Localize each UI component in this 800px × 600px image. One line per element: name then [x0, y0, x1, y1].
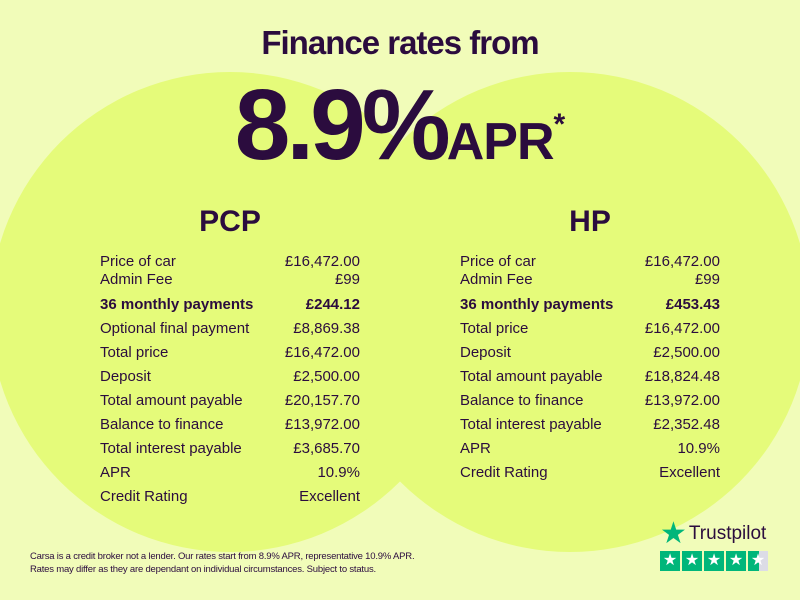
row-value: £2,500.00: [653, 344, 720, 361]
row-value: £16,472.00: [284, 344, 360, 361]
star-icon: ★: [682, 551, 702, 571]
row-label: Admin Fee: [100, 271, 173, 288]
table-row: Deposit £2,500.00: [460, 341, 720, 365]
trustpilot-name: Trustpilot: [688, 523, 767, 544]
trustpilot-badge: ★ Trustpilot ★ ★ ★ ★ ★: [660, 517, 768, 571]
star-icon: ★: [748, 551, 768, 571]
row-value: £2,352.48: [653, 416, 720, 433]
table-row: Total interest payable £3,685.70: [100, 437, 360, 461]
row-value: 10.9%: [677, 440, 720, 457]
row-value: Excellent: [299, 488, 360, 505]
row-label: Total price: [100, 344, 169, 361]
disclaimer-line: Rates may differ as they are dependant o…: [30, 564, 376, 575]
star-icon: ★: [704, 551, 724, 571]
table-row: Credit Rating Excellent: [460, 461, 720, 485]
row-label: 36 monthly payments: [100, 296, 254, 313]
apr-label: APR: [446, 113, 555, 171]
row-label: APR: [460, 440, 491, 457]
row-label: Deposit: [100, 368, 151, 385]
star-icon: ★: [660, 551, 680, 571]
row-label: Deposit: [460, 344, 511, 361]
trustpilot-star-icon: ★: [660, 517, 687, 550]
table-row: Deposit £2,500.00: [100, 365, 360, 389]
table-row: Balance to finance £13,972.00: [100, 413, 360, 437]
row-value: £2,500.00: [293, 368, 360, 385]
table-row: Balance to finance £13,972.00: [460, 389, 720, 413]
row-value: £16,472.00: [644, 320, 720, 337]
table-row: Total amount payable £18,824.48: [460, 365, 720, 389]
table-row: 36 monthly payments £453.43: [460, 293, 720, 317]
row-value: £20,157.70: [284, 392, 360, 409]
row-label: APR: [100, 464, 131, 481]
row-value: £244.12: [305, 296, 360, 313]
row-value: £453.43: [665, 296, 720, 313]
headline-rate: 8.9%APR*: [0, 68, 800, 183]
row-value: £18,824.48: [644, 368, 720, 385]
pcp-table: PCP Price of car £16,472.00 Admin Fee £99 36…: [100, 205, 360, 509]
row-label: Total interest payable: [460, 416, 602, 433]
table-row: Admin Fee £99: [460, 271, 720, 289]
table-row: 36 monthly payments £244.12: [100, 293, 360, 317]
table-row: Optional final payment £8,869.38: [100, 317, 360, 341]
row-label: Balance to finance: [460, 392, 584, 409]
row-label: Total price: [460, 320, 529, 337]
star-icon: ★: [726, 551, 746, 571]
table-row: Credit Rating Excellent: [100, 485, 360, 509]
disclaimer-line: Carsa is a credit broker not a lender. O…: [30, 551, 415, 562]
rate-value: 8.9%: [234, 69, 451, 181]
row-value: £13,972.00: [284, 416, 360, 433]
row-value: £99: [694, 271, 720, 288]
row-value: £3,685.70: [293, 440, 360, 457]
row-label: Admin Fee: [460, 271, 533, 288]
rating-stars: ★ ★ ★ ★ ★: [660, 551, 768, 571]
row-value: Excellent: [659, 464, 720, 481]
table-row: Total price £16,472.00: [100, 341, 360, 365]
table-row: Total interest payable £2,352.48: [460, 413, 720, 437]
asterisk: *: [553, 108, 566, 141]
row-label: 36 monthly payments: [460, 296, 614, 313]
row-label: Price of car: [460, 253, 536, 270]
row-label: Total amount payable: [460, 368, 603, 385]
row-value: £16,472.00: [284, 253, 360, 270]
table-row: Total price £16,472.00: [460, 317, 720, 341]
row-label: Total amount payable: [100, 392, 243, 409]
row-value: £8,869.38: [293, 320, 360, 337]
table-row: Price of car £16,472.00: [100, 253, 360, 271]
row-label: Credit Rating: [100, 488, 188, 505]
table-row: Price of car £16,472.00: [460, 253, 720, 271]
row-label: Balance to finance: [100, 416, 224, 433]
headline-title: Finance rates from: [261, 24, 539, 61]
table-row: Admin Fee £99: [100, 271, 360, 289]
decorative-circle-right: [330, 72, 800, 552]
hp-table: HP Price of car £16,472.00 Admin Fee £99 36 …: [460, 205, 720, 485]
pcp-title: PCP: [199, 205, 261, 238]
table-row: Total amount payable £20,157.70: [100, 389, 360, 413]
row-value: 10.9%: [317, 464, 360, 481]
table-row: APR 10.9%: [460, 437, 720, 461]
row-label: Optional final payment: [100, 320, 250, 337]
row-label: Price of car: [100, 253, 176, 270]
row-value: £13,972.00: [644, 392, 720, 409]
row-label: Total interest payable: [100, 440, 242, 457]
disclaimer: Carsa is a credit broker not a lender. O…: [30, 550, 415, 576]
table-row: APR 10.9%: [100, 461, 360, 485]
row-value: £16,472.00: [644, 253, 720, 270]
hp-title: HP: [569, 205, 611, 238]
row-value: £99: [334, 271, 360, 288]
row-label: Credit Rating: [460, 464, 548, 481]
